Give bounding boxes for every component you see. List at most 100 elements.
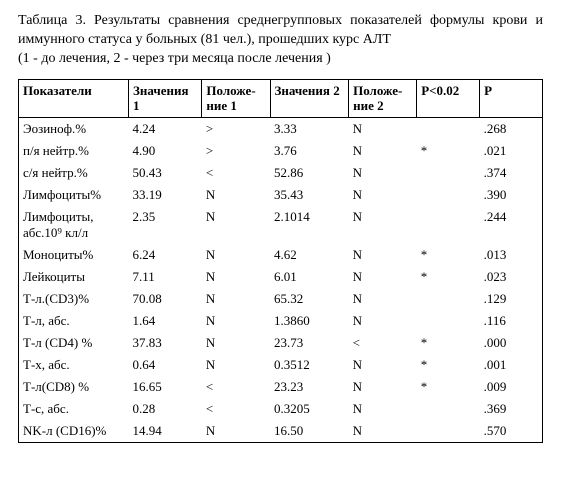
cell-sig: [417, 288, 480, 310]
cell-indicator: Т-л(CD8) %: [19, 376, 129, 398]
cell-value1: 14.94: [129, 420, 202, 443]
cell-position1: >: [202, 117, 270, 140]
cell-value1: 4.24: [129, 117, 202, 140]
table-row: Т-л.(CD3)%70.08N65.32N.129: [19, 288, 543, 310]
cell-value2: 23.23: [270, 376, 349, 398]
cell-position2: N: [349, 420, 417, 443]
cell-indicator: Т-л.(CD3)%: [19, 288, 129, 310]
cell-indicator: Лимфоциты%: [19, 184, 129, 206]
cell-sig: *: [417, 376, 480, 398]
cell-pvalue: .000: [480, 332, 543, 354]
col-pvalue: P: [480, 79, 543, 117]
cell-sig: [417, 420, 480, 443]
cell-value2: 6.01: [270, 266, 349, 288]
cell-position2: N: [349, 162, 417, 184]
cell-position1: <: [202, 376, 270, 398]
cell-value1: 33.19: [129, 184, 202, 206]
cell-value1: 0.64: [129, 354, 202, 376]
cell-value2: 52.86: [270, 162, 349, 184]
cell-position1: N: [202, 244, 270, 266]
cell-indicator: Моноциты%: [19, 244, 129, 266]
cell-position2: N: [349, 376, 417, 398]
col-position2: Положе- ние 2: [349, 79, 417, 117]
cell-sig: [417, 117, 480, 140]
cell-position1: N: [202, 288, 270, 310]
table-row: Лимфоциты%33.19N35.43N.390: [19, 184, 543, 206]
cell-sig: [417, 310, 480, 332]
cell-position1: N: [202, 332, 270, 354]
cell-pvalue: .009: [480, 376, 543, 398]
cell-value2: 35.43: [270, 184, 349, 206]
cell-position1: >: [202, 140, 270, 162]
cell-pvalue: .116: [480, 310, 543, 332]
cell-value2: 16.50: [270, 420, 349, 443]
cell-value1: 16.65: [129, 376, 202, 398]
cell-position2: N: [349, 117, 417, 140]
cell-position1: N: [202, 184, 270, 206]
table-row: Т-л(CD8) %16.65<23.23N*.009: [19, 376, 543, 398]
cell-indicator: Т-х, абс.: [19, 354, 129, 376]
table-row: Т-с, абс.0.28<0.3205N.369: [19, 398, 543, 420]
cell-value2: 2.1014: [270, 206, 349, 244]
table-row: Эозиноф.%4.24>3.33N.268: [19, 117, 543, 140]
cell-pvalue: .013: [480, 244, 543, 266]
cell-value2: 0.3512: [270, 354, 349, 376]
cell-value1: 50.43: [129, 162, 202, 184]
cell-position1: N: [202, 354, 270, 376]
cell-value1: 4.90: [129, 140, 202, 162]
cell-value1: 70.08: [129, 288, 202, 310]
cell-indicator: Лейкоциты: [19, 266, 129, 288]
cell-sig: *: [417, 244, 480, 266]
cell-pvalue: .268: [480, 117, 543, 140]
cell-pvalue: .244: [480, 206, 543, 244]
cell-pvalue: .374: [480, 162, 543, 184]
cell-value2: 65.32: [270, 288, 349, 310]
cell-sig: *: [417, 266, 480, 288]
cell-value1: 37.83: [129, 332, 202, 354]
header-row: Показатели Значения 1 Положе- ние 1 Знач…: [19, 79, 543, 117]
cell-indicator: Т-л, абс.: [19, 310, 129, 332]
cell-sig: [417, 206, 480, 244]
cell-position2: <: [349, 332, 417, 354]
caption-line1: Таблица 3. Результаты сравнения среднегр…: [18, 13, 543, 47]
col-value2: Значения 2: [270, 79, 349, 117]
cell-indicator: с/я нейтр.%: [19, 162, 129, 184]
cell-position2: N: [349, 398, 417, 420]
cell-position2: N: [349, 184, 417, 206]
caption-line2: (1 - до лечения, 2 - через три месяца по…: [18, 51, 331, 66]
cell-pvalue: .570: [480, 420, 543, 443]
cell-value1: 7.11: [129, 266, 202, 288]
cell-position2: N: [349, 288, 417, 310]
cell-position2: N: [349, 310, 417, 332]
cell-position2: N: [349, 206, 417, 244]
cell-sig: *: [417, 140, 480, 162]
cell-pvalue: .001: [480, 354, 543, 376]
table-row: Т-л, абс.1.64N1.3860N.116: [19, 310, 543, 332]
cell-pvalue: .021: [480, 140, 543, 162]
cell-position1: N: [202, 310, 270, 332]
table-row: Моноциты%6.24N4.62N*.013: [19, 244, 543, 266]
cell-pvalue: .369: [480, 398, 543, 420]
cell-position2: N: [349, 140, 417, 162]
cell-indicator: п/я нейтр.%: [19, 140, 129, 162]
table-row: NK-л (CD16)%14.94N16.50N.570: [19, 420, 543, 443]
cell-value2: 3.76: [270, 140, 349, 162]
col-position1: Положе- ние 1: [202, 79, 270, 117]
cell-sig: [417, 162, 480, 184]
cell-indicator: Т-с, абс.: [19, 398, 129, 420]
cell-value1: 6.24: [129, 244, 202, 266]
cell-value2: 4.62: [270, 244, 349, 266]
cell-value1: 2.35: [129, 206, 202, 244]
col-sig: P<0.02: [417, 79, 480, 117]
cell-position1: <: [202, 398, 270, 420]
table-row: Т-л (CD4) %37.83N23.73<*.000: [19, 332, 543, 354]
table-caption: Таблица 3. Результаты сравнения среднегр…: [18, 12, 543, 69]
cell-indicator: Лимфоциты, абс.10⁹ кл/л: [19, 206, 129, 244]
col-indicator: Показатели: [19, 79, 129, 117]
cell-value2: 23.73: [270, 332, 349, 354]
cell-position1: <: [202, 162, 270, 184]
cell-position1: N: [202, 206, 270, 244]
cell-value2: 1.3860: [270, 310, 349, 332]
table-row: Лимфоциты, абс.10⁹ кл/л2.35N2.1014N.244: [19, 206, 543, 244]
cell-pvalue: .390: [480, 184, 543, 206]
